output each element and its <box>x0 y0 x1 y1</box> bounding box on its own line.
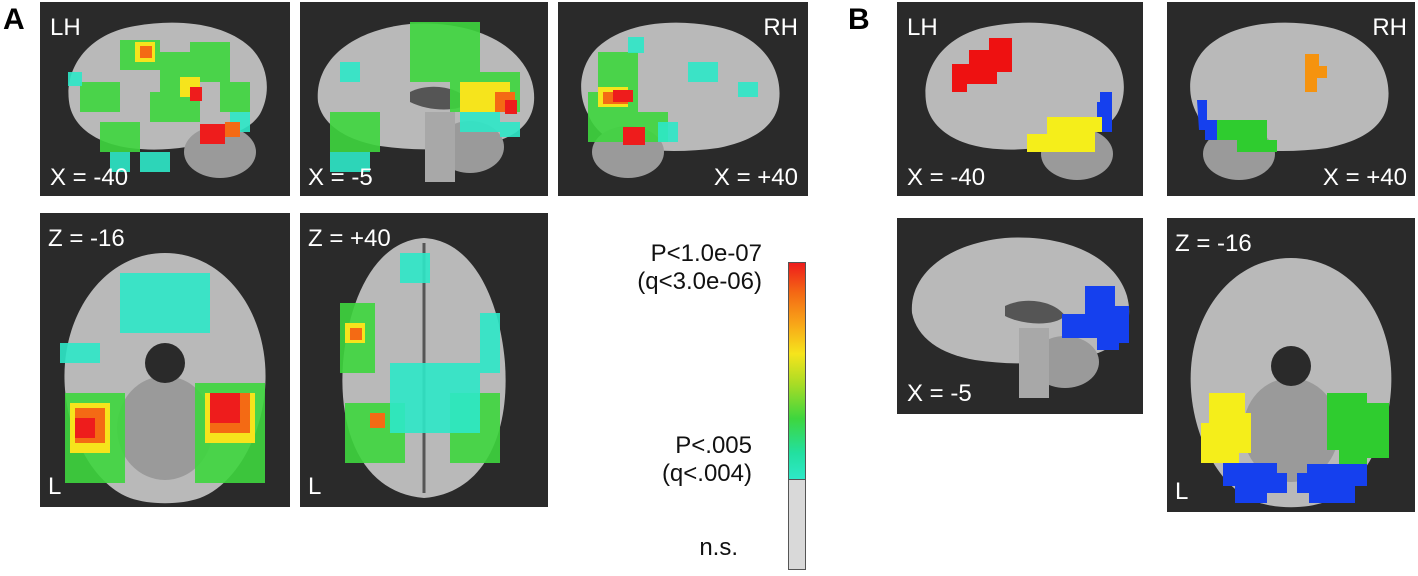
panel-letter-a: A <box>3 3 25 36</box>
brain-slice-b-lh-sagittal: LH X = -40 <box>897 2 1143 196</box>
brain-image <box>60 253 266 504</box>
colorbar-threshold-p: P<.005 <box>675 432 752 459</box>
brain-image <box>1190 258 1392 508</box>
slice-coordinate-label: Z = -16 <box>48 225 125 252</box>
colorbar-max-label: P<1.0e-07 (q<3.0e-06) <box>637 240 762 295</box>
colorbar-ns-label: n.s. <box>699 534 738 561</box>
brain-image <box>317 22 535 182</box>
brain-image <box>340 238 506 498</box>
orientation-label: L <box>48 473 62 500</box>
colorbar-max-p: P<1.0e-07 <box>650 240 762 267</box>
brain-image <box>925 22 1124 180</box>
slice-coordinate-label: X = -5 <box>308 164 373 191</box>
slice-coordinate-label: X = +40 <box>1322 164 1407 191</box>
brain-slice-b-medial-sagittal: X = -5 <box>897 218 1143 414</box>
brain-slice-b-rh-sagittal: RH X = +40 <box>1167 2 1415 196</box>
brain-image <box>1190 22 1389 180</box>
orientation-label: L <box>308 473 322 500</box>
hemisphere-label: RH <box>763 14 798 41</box>
brain-slice-b-axial-z-minus-16: Z = -16 L <box>1167 218 1415 512</box>
colorbar-threshold-q: (q<.004) <box>661 459 752 487</box>
hemisphere-label: LH <box>907 14 938 41</box>
orientation-label: L <box>1175 478 1189 505</box>
brain-slice-a-rh-sagittal: RH X = +40 <box>558 2 808 196</box>
brain-slice-a-lh-sagittal: LH X = -40 <box>40 2 290 196</box>
colorbar-max-q: (q<3.0e-06) <box>637 267 762 295</box>
brain-image <box>911 237 1130 398</box>
slice-coordinate-label: X = +40 <box>713 164 798 191</box>
colorbar-ns-range <box>789 478 805 569</box>
slice-coordinate-label: X = -5 <box>907 380 972 407</box>
colorbar <box>788 262 806 570</box>
slice-coordinate-label: X = -40 <box>50 164 129 191</box>
colorbar-significant-range <box>789 263 805 479</box>
brain-slice-a-medial-sagittal: X = -5 <box>300 2 548 196</box>
colorbar-threshold-label: P<.005 (q<.004) <box>662 432 752 487</box>
brain-image <box>581 22 780 178</box>
hemisphere-label: LH <box>50 14 81 41</box>
panel-letter-b: B <box>848 3 870 36</box>
brain-slice-a-axial-z-minus-16: Z = -16 L <box>40 213 290 507</box>
slice-coordinate-label: Z = -16 <box>1175 230 1252 257</box>
slice-coordinate-label: X = -40 <box>907 164 986 191</box>
brain-slice-a-axial-z-plus-40: Z = +40 L <box>300 213 548 507</box>
brain-image <box>68 22 267 178</box>
hemisphere-label: RH <box>1372 14 1407 41</box>
slice-coordinate-label: Z = +40 <box>308 225 391 252</box>
